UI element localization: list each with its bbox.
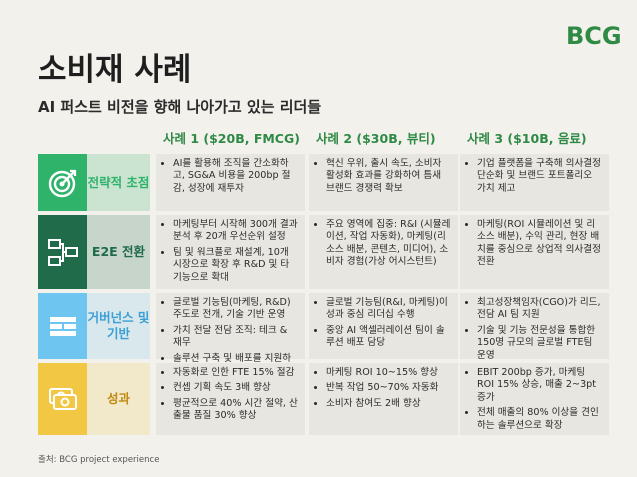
column-header-case-3: 사례 3 ($10B, 음료) xyxy=(467,131,587,146)
table-cell: 자동화로 인한 FTE 15% 절감컨셉 기획 속도 3배 향상평균적으로 40… xyxy=(156,363,305,435)
row-label-2: E2E 전환 xyxy=(38,215,150,289)
target-icon xyxy=(38,154,87,211)
bullet-item: 컨셉 기획 속도 3배 향상 xyxy=(173,382,299,394)
table-cell: AI를 활용해 조직을 간소화하고, SG&A 비용을 200bp 절감, 성장… xyxy=(156,154,305,211)
bullet-item: 기업 플랫폼을 구축해 의사결정 단순화 및 브랜드 포트폴리오 가치 제고 xyxy=(477,158,603,195)
bullet-list: 혁신 우위, 출시 속도, 소비자 활성화 효과를 강화하여 틈새 브랜드 경쟁… xyxy=(315,158,452,195)
bullet-list: 글로벌 기능팀(R&I, 마케팅)이 성과 중심 리더십 수행중앙 AI 액셀러… xyxy=(315,297,452,350)
row-label-4: 성과 xyxy=(38,363,150,435)
bullet-item: 전체 매출의 80% 이상을 견인하는 솔루션으로 확장 xyxy=(477,407,603,432)
table-cell: 주요 영역에 집중: R&I (시뮬레이션, 작업 자동화), 마케팅(리소스 … xyxy=(309,215,458,289)
bullet-list: 기업 플랫폼을 구축해 의사결정 단순화 및 브랜드 포트폴리오 가치 제고 xyxy=(466,158,603,195)
bullet-item: 기술 및 기능 전문성을 통합한 150명 규모의 글로벌 FTE팀 운영 xyxy=(477,325,603,362)
bullet-list: 마케팅부터 시작해 300개 결과 분석 후 20개 우선순위 설정팀 및 워크… xyxy=(162,219,299,284)
table-cell: 글로벌 기능팀(R&I, 마케팅)이 성과 중심 리더십 수행중앙 AI 액셀러… xyxy=(309,293,458,359)
bullet-item: 마케팅부터 시작해 300개 결과 분석 후 20개 우선순위 설정 xyxy=(173,219,299,244)
bullet-item: 자동화로 인한 FTE 15% 절감 xyxy=(173,367,299,379)
bullet-list: EBIT 200bp 증가, 마케팅 ROI 15% 상승, 매출 2~3pt … xyxy=(466,367,603,432)
source-note: 출처: BCG project experience xyxy=(38,455,160,465)
workflow-icon xyxy=(38,215,87,289)
row-label-1: 전략적 초점 xyxy=(38,154,150,211)
bullet-item: 마케팅(ROI 시뮬레이션 및 리소스 배분), 수익 관리, 현장 배치를 중… xyxy=(477,219,603,269)
page-subtitle: AI 퍼스트 비전을 향해 나아가고 있는 리더들 xyxy=(38,98,322,116)
column-header-case-1: 사례 1 ($20B, FMCG) xyxy=(163,131,300,146)
table-cell: 마케팅 ROI 10~15% 향상반복 작업 50~70% 자동화소비자 참여도… xyxy=(309,363,458,435)
bullet-list: 마케팅 ROI 10~15% 향상반복 작업 50~70% 자동화소비자 참여도… xyxy=(315,367,452,410)
row-name: E2E 전환 xyxy=(91,244,146,259)
bullet-item: 혁신 우위, 출시 속도, 소비자 활성화 효과를 강화하여 틈새 브랜드 경쟁… xyxy=(326,158,452,195)
bullet-item: EBIT 200bp 증가, 마케팅 ROI 15% 상승, 매출 2~3pt … xyxy=(477,367,603,404)
bullet-item: 가치 전달 전담 조직: 테크 & 재무 xyxy=(173,325,299,350)
bullet-list: 자동화로 인한 FTE 15% 절감컨셉 기획 속도 3배 향상평균적으로 40… xyxy=(162,367,299,423)
bullet-list: AI를 활용해 조직을 간소화하고, SG&A 비용을 200bp 절감, 성장… xyxy=(162,158,299,195)
bullet-item: 반복 작업 50~70% 자동화 xyxy=(326,382,452,394)
bullet-item: 평균적으로 40% 시간 절약, 산출물 품질 30% 향상 xyxy=(173,398,299,423)
table-cell: 혁신 우위, 출시 속도, 소비자 활성화 효과를 강화하여 틈새 브랜드 경쟁… xyxy=(309,154,458,211)
bullet-list: 마케팅(ROI 시뮬레이션 및 리소스 배분), 수익 관리, 현장 배치를 중… xyxy=(466,219,603,269)
bullet-item: 팀 및 워크플로 재설계, 10개 시장으로 확장 후 R&D 및 타 기능으로… xyxy=(173,247,299,284)
bullet-list: 주요 영역에 집중: R&I (시뮬레이션, 작업 자동화), 마케팅(리소스 … xyxy=(315,219,452,269)
bcg-logo: BCG xyxy=(566,22,622,50)
bullet-item: 글로벌 기능팀(마케팅, R&D) 주도로 전개, 기술 기반 운영 xyxy=(173,297,299,322)
row-name: 거버넌스 및 기반 xyxy=(87,310,150,341)
bullet-item: AI를 활용해 조직을 간소화하고, SG&A 비용을 200bp 절감, 성장… xyxy=(173,158,299,195)
table-cell: 글로벌 기능팀(마케팅, R&D) 주도로 전개, 기술 기반 운영가치 전달 … xyxy=(156,293,305,388)
row-name: 전략적 초점 xyxy=(87,174,150,190)
table-cell: 마케팅부터 시작해 300개 결과 분석 후 20개 우선순위 설정팀 및 워크… xyxy=(156,215,305,289)
table-cell: 기업 플랫폼을 구축해 의사결정 단순화 및 브랜드 포트폴리오 가치 제고 xyxy=(460,154,609,211)
table-cell: 최고성장책임자(CGO)가 리드, 전담 AI 팀 지원기술 및 기능 전문성을… xyxy=(460,293,609,362)
bullet-item: 소비자 참여도 2배 향상 xyxy=(326,398,452,410)
bullet-item: 최고성장책임자(CGO)가 리드, 전담 AI 팀 지원 xyxy=(477,297,603,322)
row-name: 성과 xyxy=(106,391,130,406)
foundation-icon xyxy=(38,293,87,359)
table-cell: EBIT 200bp 증가, 마케팅 ROI 15% 상승, 매출 2~3pt … xyxy=(460,363,609,435)
bullet-item: 글로벌 기능팀(R&I, 마케팅)이 성과 중심 리더십 수행 xyxy=(326,297,452,322)
bullet-item: 중앙 AI 액셀러레이션 팀이 솔루션 배포 담당 xyxy=(326,325,452,350)
coins-icon xyxy=(38,363,87,435)
bullet-item: 주요 영역에 집중: R&I (시뮬레이션, 작업 자동화), 마케팅(리소스 … xyxy=(326,219,452,269)
bullet-list: 최고성장책임자(CGO)가 리드, 전담 AI 팀 지원기술 및 기능 전문성을… xyxy=(466,297,603,362)
column-header-case-2: 사례 2 ($30B, 뷰티) xyxy=(316,131,436,146)
row-label-3: 거버넌스 및 기반 xyxy=(38,293,150,359)
page-title: 소비재 사례 xyxy=(38,52,192,88)
bullet-item: 마케팅 ROI 10~15% 향상 xyxy=(326,367,452,379)
table-cell: 마케팅(ROI 시뮬레이션 및 리소스 배분), 수익 관리, 현장 배치를 중… xyxy=(460,215,609,289)
